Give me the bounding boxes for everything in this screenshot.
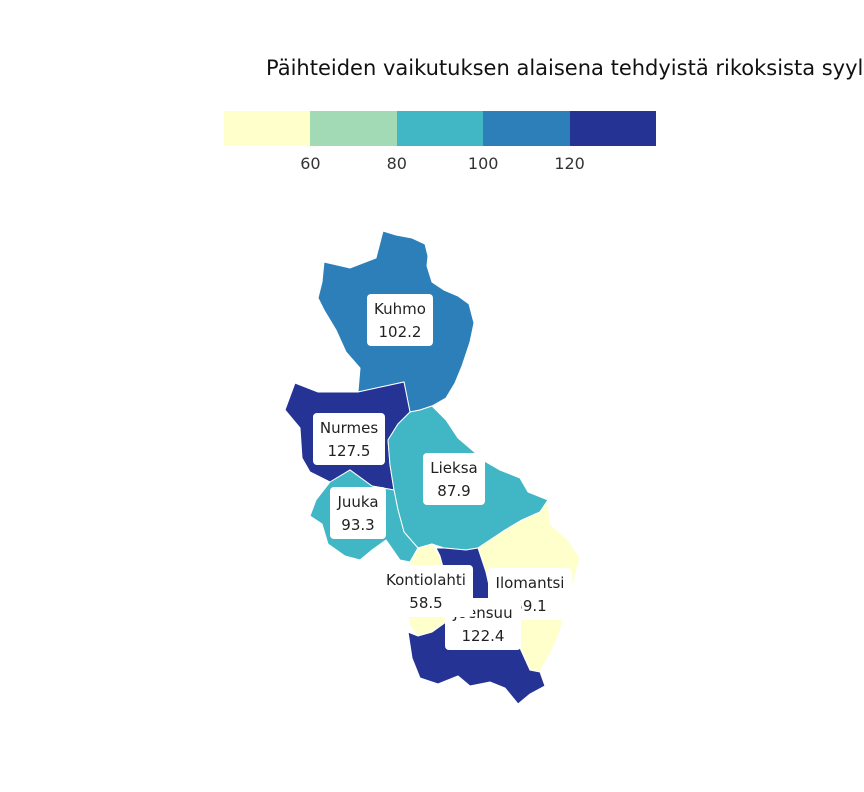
- label-box: [330, 487, 386, 539]
- color-legend: 60 80 100 120: [224, 111, 656, 178]
- region-name-label: Kuhmo: [374, 300, 426, 318]
- region-name-label: Lieksa: [430, 459, 477, 477]
- legend-tick: 60: [300, 154, 321, 173]
- label-box: [367, 294, 433, 346]
- label-box: [313, 413, 385, 465]
- label-lieksa: Lieksa 87.9: [423, 453, 485, 505]
- label-box: [423, 453, 485, 505]
- region-value-label: 122.4: [462, 627, 505, 645]
- region-value-label: 127.5: [328, 442, 371, 460]
- region-value-label: 87.9: [437, 482, 470, 500]
- map-title: Päihteiden vaikutuksen alaisena tehdyist…: [266, 56, 864, 80]
- region-name-label: Ilomantsi: [496, 574, 565, 592]
- region-name-label: Kontiolahti: [386, 571, 466, 589]
- legend-tick: 80: [386, 154, 407, 173]
- legend-ticks: 60 80 100 120: [224, 154, 656, 178]
- label-nurmes: Nurmes 127.5: [313, 413, 385, 465]
- region-value-label: 59.1: [513, 597, 546, 615]
- region-name-label: Juuka: [336, 493, 378, 511]
- label-juuka: Juuka 93.3: [330, 487, 386, 539]
- region-value-label: 58.5: [409, 594, 442, 612]
- legend-swatch-2: [310, 111, 397, 146]
- legend-tick: 120: [554, 154, 585, 173]
- label-kuhmo: Kuhmo 102.2: [367, 294, 433, 346]
- label-kontiolahti: Kontiolahti 58.5: [379, 565, 473, 617]
- legend-tick: 100: [467, 154, 499, 173]
- label-box: [379, 565, 473, 617]
- legend-swatch-3: [396, 111, 484, 146]
- region-value-label: 93.3: [341, 516, 374, 534]
- legend-swatch-5: [569, 111, 656, 146]
- legend-swatch-4: [483, 111, 570, 146]
- legend-swatch-1: [224, 111, 311, 146]
- region-name-label: Nurmes: [320, 419, 378, 437]
- legend-color-bar: [224, 111, 656, 146]
- region-value-label: 102.2: [379, 323, 422, 341]
